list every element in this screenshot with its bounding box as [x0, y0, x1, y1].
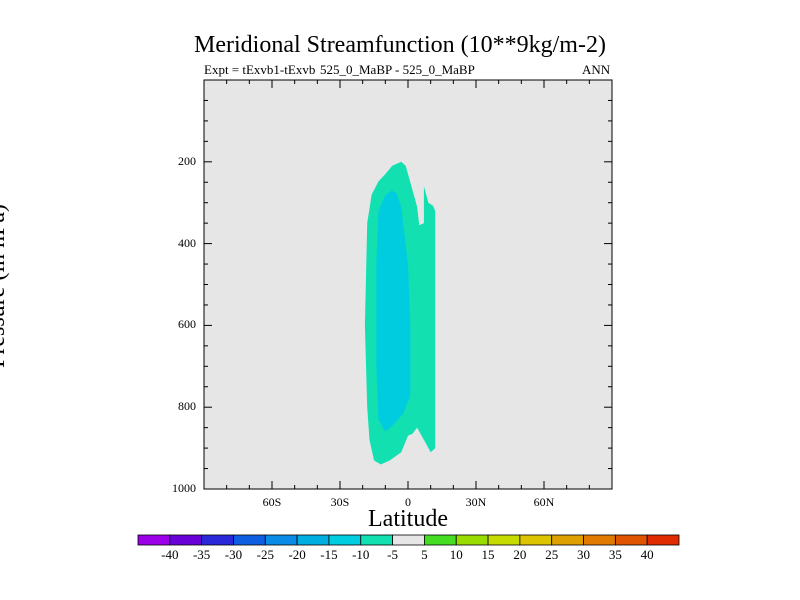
colorbar-box	[296, 534, 330, 546]
period-label: 525_0_MaBP - 525_0_MaBP	[320, 62, 475, 77]
colorbar-label: 20	[513, 547, 527, 562]
colorbar-box	[201, 534, 234, 546]
colorbar-box	[392, 534, 425, 546]
colorbar-box	[614, 534, 648, 546]
colorbar-label: -35	[192, 547, 211, 562]
colorbar-box	[233, 534, 266, 546]
y-tick-label: 200	[178, 153, 196, 168]
colorbar-box	[424, 534, 457, 546]
x-tick-label: 60S	[262, 495, 282, 509]
y-tick-label: 400	[178, 235, 196, 250]
colorbar-box	[487, 534, 521, 546]
colorbar-label: -30	[224, 547, 243, 562]
colorbar-label: 5	[421, 547, 428, 562]
colorbar-box	[360, 534, 393, 546]
colorbar-label: 35	[608, 547, 622, 562]
colorbar-label: 40	[640, 547, 654, 562]
x-tick-label: 30N	[465, 495, 487, 509]
colorbar-box	[583, 534, 616, 546]
colorbar-label: -5	[387, 547, 398, 562]
colorbar-box	[455, 534, 489, 546]
colorbar-box	[328, 534, 362, 546]
colorbar-box	[137, 534, 171, 546]
x-tick-label: 60N	[533, 495, 555, 509]
y-axis-label: Pressure (in hPa)	[0, 204, 10, 368]
colorbar-box	[551, 534, 584, 546]
colorbar-label: 25	[545, 547, 559, 562]
colorbar-label: -40	[161, 547, 179, 562]
x-tick-label: 0	[405, 495, 411, 509]
colorbar-label: -10	[352, 547, 370, 562]
experiment-label: Expt = tExvb1-tExvb	[204, 62, 316, 77]
y-tick-label: 1000	[172, 481, 196, 495]
colorbar-label: -15	[320, 547, 338, 562]
colorbar-label: 30	[577, 547, 591, 562]
colorbar-label: 10	[449, 547, 463, 562]
x-axis-label: Latitude	[368, 506, 448, 532]
colorbar-box	[519, 534, 553, 546]
colorbar-label: 15	[481, 547, 495, 562]
chart-title: Meridional Streamfunction (10**9kg/m-2)	[194, 32, 606, 58]
season-label: ANN	[582, 62, 611, 77]
colorbar-box	[646, 534, 680, 546]
y-tick-label: 800	[178, 399, 196, 414]
colorbar-box	[169, 534, 203, 546]
y-tick-label: 600	[178, 317, 196, 332]
colorbar-label: -25	[256, 547, 274, 562]
x-tick-label: 30S	[330, 495, 350, 509]
contour-level-minus-10-to-minus-5	[376, 190, 411, 432]
colorbar-box	[264, 534, 298, 546]
colorbar-label: -20	[288, 547, 306, 562]
